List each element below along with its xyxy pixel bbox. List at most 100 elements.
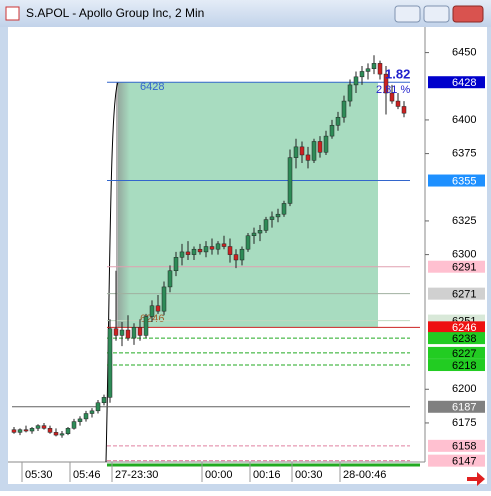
candle-body bbox=[263, 219, 269, 231]
candle-body bbox=[227, 246, 233, 255]
candle-body bbox=[269, 216, 275, 220]
app-icon bbox=[5, 6, 20, 21]
candle-body bbox=[161, 286, 167, 312]
price-tag-label: 6187 bbox=[452, 402, 476, 414]
box-edge bbox=[105, 82, 119, 463]
scroll-arrow[interactable] bbox=[467, 472, 485, 486]
candle-body bbox=[83, 413, 89, 420]
candle-body bbox=[377, 63, 383, 75]
price-tag bbox=[428, 359, 485, 372]
candle-body bbox=[293, 146, 299, 158]
candle-body bbox=[221, 243, 227, 247]
price-tag-label: 6428 bbox=[452, 77, 476, 89]
candle-body bbox=[131, 327, 137, 339]
price-tag-label: 6158 bbox=[452, 441, 476, 453]
candle-body bbox=[191, 248, 197, 255]
window-title: S.APOL - Apollo Group Inc, 2 Min bbox=[26, 6, 204, 20]
y-tick-label: 6300 bbox=[452, 249, 476, 261]
candle-body bbox=[275, 213, 281, 218]
candle-body bbox=[347, 84, 353, 102]
close-button[interactable] bbox=[452, 5, 484, 23]
candle-body bbox=[365, 68, 371, 72]
y-tick-label: 6200 bbox=[452, 383, 476, 395]
candle-body bbox=[23, 429, 29, 432]
price-tag bbox=[428, 174, 485, 187]
candle-body bbox=[287, 157, 293, 204]
range-box bbox=[118, 82, 378, 328]
price-tag-label: 6218 bbox=[452, 360, 476, 372]
price-tag-label: 6238 bbox=[452, 333, 476, 345]
candle-body bbox=[215, 243, 221, 250]
candle-body bbox=[125, 329, 131, 339]
box-shade bbox=[116, 82, 130, 328]
price-tag bbox=[428, 332, 485, 345]
candle-body bbox=[101, 397, 107, 403]
x-tick-label: 00:16 bbox=[253, 469, 281, 481]
candle-body bbox=[401, 106, 407, 114]
change-percent: 2.81 % bbox=[376, 84, 410, 96]
candle-body bbox=[173, 257, 179, 272]
candle-body bbox=[257, 230, 263, 234]
x-tick-label: 00:00 bbox=[205, 469, 233, 481]
candle-body bbox=[41, 425, 47, 429]
x-tick-label: 28-00:46 bbox=[343, 469, 386, 481]
candle-body bbox=[203, 246, 209, 253]
candle-body bbox=[137, 327, 143, 336]
candle-body bbox=[143, 316, 149, 336]
candle-body bbox=[197, 248, 203, 253]
candle-body bbox=[53, 432, 59, 436]
candle-body bbox=[281, 203, 287, 215]
candle-body bbox=[185, 251, 191, 255]
candle-body bbox=[77, 418, 83, 422]
candle-body bbox=[245, 235, 251, 250]
candle-body bbox=[317, 141, 323, 153]
candle-body bbox=[341, 100, 347, 118]
y-tick-label: 6450 bbox=[452, 46, 476, 58]
candle-body bbox=[233, 254, 239, 261]
y-tick-label: 6375 bbox=[452, 148, 476, 160]
price-tag-label: 6271 bbox=[452, 289, 476, 301]
price-tag bbox=[428, 287, 485, 300]
y-tick-label: 6325 bbox=[452, 215, 476, 227]
candle-body bbox=[209, 246, 215, 250]
candle-body bbox=[353, 76, 359, 86]
candle-body bbox=[239, 248, 245, 261]
candle-body bbox=[311, 141, 317, 161]
candle-body bbox=[113, 328, 119, 336]
candle-body bbox=[11, 429, 17, 433]
candle-body bbox=[329, 125, 335, 137]
candle-body bbox=[251, 232, 257, 236]
price-tag bbox=[428, 439, 485, 452]
price-tag-label: 6147 bbox=[452, 456, 476, 468]
x-tick-label: 00:30 bbox=[295, 469, 323, 481]
candle-body bbox=[179, 251, 185, 258]
price-tag bbox=[428, 321, 485, 334]
candle-body bbox=[59, 433, 65, 436]
x-tick-label: 27-23:30 bbox=[115, 469, 158, 481]
price-tag bbox=[428, 400, 485, 413]
candle-body bbox=[89, 410, 95, 414]
x-tick-label: 05:46 bbox=[73, 469, 101, 481]
candle-body bbox=[155, 305, 161, 312]
price-tag-label: 6227 bbox=[452, 348, 476, 360]
price-tag bbox=[428, 260, 485, 273]
candle-body bbox=[107, 328, 113, 398]
price-tag bbox=[428, 76, 485, 89]
change-value: 1.82 bbox=[385, 66, 410, 81]
box-top-label: 6428 bbox=[140, 81, 164, 93]
price-tag bbox=[428, 346, 485, 359]
maximize-button[interactable] bbox=[423, 5, 450, 23]
minimize-button[interactable] bbox=[394, 5, 421, 23]
price-tag-label: 6291 bbox=[452, 262, 476, 274]
candle-body bbox=[389, 92, 395, 102]
candle-body bbox=[65, 428, 71, 434]
y-tick-label: 6175 bbox=[452, 417, 476, 429]
price-tag-label: 6246 bbox=[452, 322, 476, 334]
candle-body bbox=[335, 116, 341, 126]
candle-body bbox=[29, 428, 35, 432]
price-tag bbox=[428, 454, 485, 467]
candle-body bbox=[323, 135, 329, 153]
candle-body bbox=[395, 100, 401, 107]
price-tag-label: 6355 bbox=[452, 175, 476, 187]
